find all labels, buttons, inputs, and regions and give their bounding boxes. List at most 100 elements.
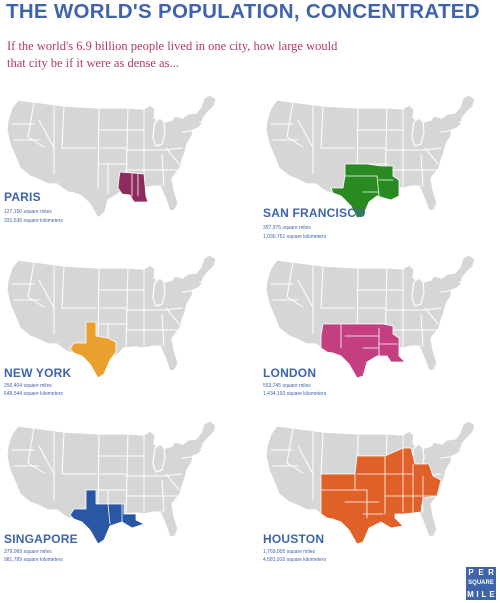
state-border (320, 105, 324, 149)
state-border (27, 101, 45, 148)
city-name: LONDON (263, 366, 317, 380)
logo-letter: R (486, 567, 496, 578)
map-group (265, 94, 476, 219)
panel-singapore: SINGAPORE 379,069 square miles 981,789 s… (4, 418, 236, 596)
state-border (185, 309, 195, 317)
page-subtitle: If the world's 6.9 billion people lived … (7, 39, 338, 70)
logo-letter: I (475, 589, 480, 600)
city-name: SINGAPORE (4, 532, 78, 546)
state-border (450, 461, 460, 465)
state-border (444, 309, 454, 317)
state-border (297, 445, 314, 475)
us-map (265, 94, 476, 219)
state-border (420, 313, 424, 347)
highlighted-region (69, 321, 117, 379)
state-border (61, 265, 65, 309)
state-border (191, 135, 201, 139)
state-border (297, 279, 314, 309)
state-border (185, 475, 195, 483)
michigan-land (152, 117, 166, 147)
michigan-land (411, 117, 425, 147)
logo-row-square: SQUARE (466, 578, 496, 589)
michigan-land (152, 277, 166, 307)
area-square-miles: 127,150 square miles (4, 209, 52, 215)
state-border (61, 431, 65, 475)
us-map (6, 254, 217, 379)
state-border (61, 105, 65, 149)
state-border (191, 461, 201, 465)
state-border (458, 447, 470, 453)
highlighted-state-border (376, 175, 380, 197)
area-square-kilometers: 981,789 square kilometers (4, 557, 63, 563)
panel-london: LONDON 553,745 square miles 1,434,193 sq… (263, 252, 495, 430)
state-border (444, 149, 454, 157)
area-square-miles: 397,975 square miles (263, 225, 311, 231)
state-border (38, 279, 55, 309)
map-group (265, 254, 476, 379)
logo-letter: M (466, 589, 475, 600)
us-map (6, 420, 217, 545)
state-border (165, 307, 180, 325)
michigan-land (152, 443, 166, 473)
highlighted-state-border (107, 503, 111, 525)
map-group (6, 420, 217, 545)
state-border (297, 119, 314, 149)
state-border (286, 261, 304, 308)
city-name: HOUSTON (263, 532, 325, 546)
city-name: NEW YORK (4, 366, 72, 380)
state-border (181, 455, 199, 459)
city-name: PARIS (4, 190, 41, 204)
state-border (424, 147, 439, 165)
area-square-kilometers: 1,030,751 square kilometers (263, 234, 327, 240)
map-group (265, 420, 476, 545)
state-border (450, 295, 460, 299)
area-square-miles: 250,404 square miles (4, 383, 52, 389)
state-border (440, 289, 458, 293)
panel-houston: HOUSTON 1,769,005 square miles 4,581,910… (263, 418, 495, 596)
state-border (163, 473, 183, 477)
logo-word: SQUARE (466, 578, 496, 589)
state-border (181, 289, 199, 293)
us-map (265, 420, 476, 545)
area-square-kilometers: 331,536 square kilometers (4, 218, 63, 224)
state-border (422, 307, 442, 311)
logo-letter: P (466, 567, 476, 578)
state-border (27, 261, 45, 308)
panel-san-francisco: SAN FRANCISCO 397,975 square miles 1,030… (263, 92, 495, 270)
state-border (125, 267, 129, 349)
state-border (458, 281, 470, 287)
state-border (422, 147, 442, 151)
city-name: SAN FRANCISCO (263, 206, 366, 220)
state-border (199, 121, 211, 127)
state-border (161, 153, 165, 187)
us-map (265, 254, 476, 379)
state-border (199, 281, 211, 287)
state-border (163, 147, 183, 151)
state-border (163, 307, 183, 311)
state-border (420, 153, 424, 187)
state-border (181, 129, 199, 133)
state-border (165, 147, 180, 165)
highlighted-region (320, 323, 406, 379)
area-square-miles: 553,745 square miles (263, 383, 311, 389)
logo-row-mile: M I L E (466, 589, 496, 600)
state-border (165, 473, 180, 491)
state-border (440, 455, 458, 459)
panel-new-york: NEW YORK 250,404 square miles 648,544 sq… (4, 252, 236, 430)
state-border (286, 427, 304, 474)
state-border (27, 427, 45, 474)
state-border (444, 475, 454, 483)
state-border (320, 431, 324, 475)
us-map (6, 94, 217, 219)
logo-row-per: P E R (466, 567, 496, 578)
area-square-miles: 1,769,005 square miles (263, 549, 315, 555)
logo-letter: E (488, 589, 496, 600)
area-square-kilometers: 1,434,193 square kilometers (263, 391, 327, 397)
state-border (424, 307, 439, 325)
panel-paris: PARIS 127,150 square miles 331,536 squar… (4, 92, 236, 270)
state-border (185, 149, 195, 157)
michigan-land (411, 277, 425, 307)
state-border (38, 445, 55, 475)
state-border (161, 313, 165, 347)
logo-letter: L (480, 589, 488, 600)
